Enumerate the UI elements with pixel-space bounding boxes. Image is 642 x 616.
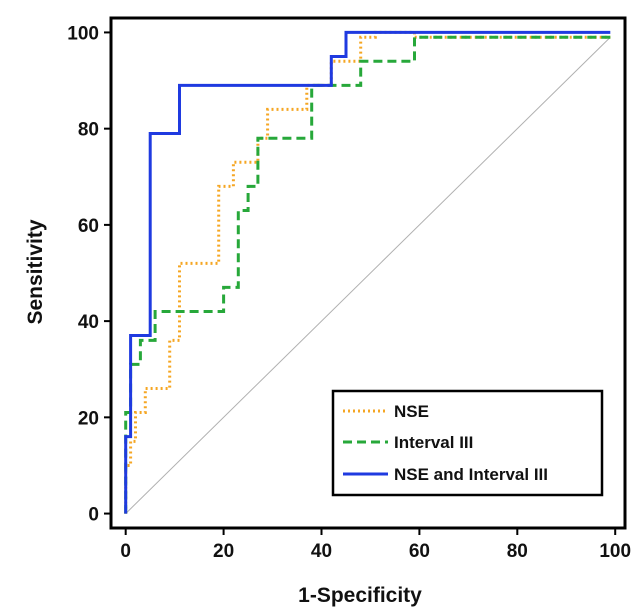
legend: NSE Interval III NSE and Interval III [331,389,604,497]
x-tick-label: 100 [599,541,631,562]
y-tick-label: 60 [78,216,99,237]
tick-label-layer: 0 20 40 60 80 100 0 20 40 60 80 100 [67,23,631,562]
x-axis-title: 1-Specificity [298,584,422,607]
y-tick-label: 0 [88,505,99,526]
x-tick-label: 60 [409,541,430,562]
series-layer [124,30,611,514]
series-line-nse [124,30,611,514]
y-tick-label: 80 [78,120,99,141]
y-tick-label: 100 [67,23,99,44]
plot-frame [109,16,627,530]
legend-label-nse-and-interval-iii: NSE and Interval III [394,465,548,484]
reference-diagonal-line [125,36,611,514]
x-tick-label: 80 [507,541,528,562]
legend-label-nse: NSE [394,402,429,421]
series-line-nse-and-interval-iii [124,30,611,514]
x-tick-label: 0 [120,541,131,562]
x-tick-label: 20 [213,541,234,562]
y-axis-title: Sensitivity [24,219,47,324]
x-tick-label: 40 [311,541,332,562]
y-tick-label: 40 [78,312,99,333]
y-tick-label: 20 [78,408,99,429]
series-line-interval-iii [124,35,611,514]
legend-label-interval-iii: Interval III [394,433,473,452]
